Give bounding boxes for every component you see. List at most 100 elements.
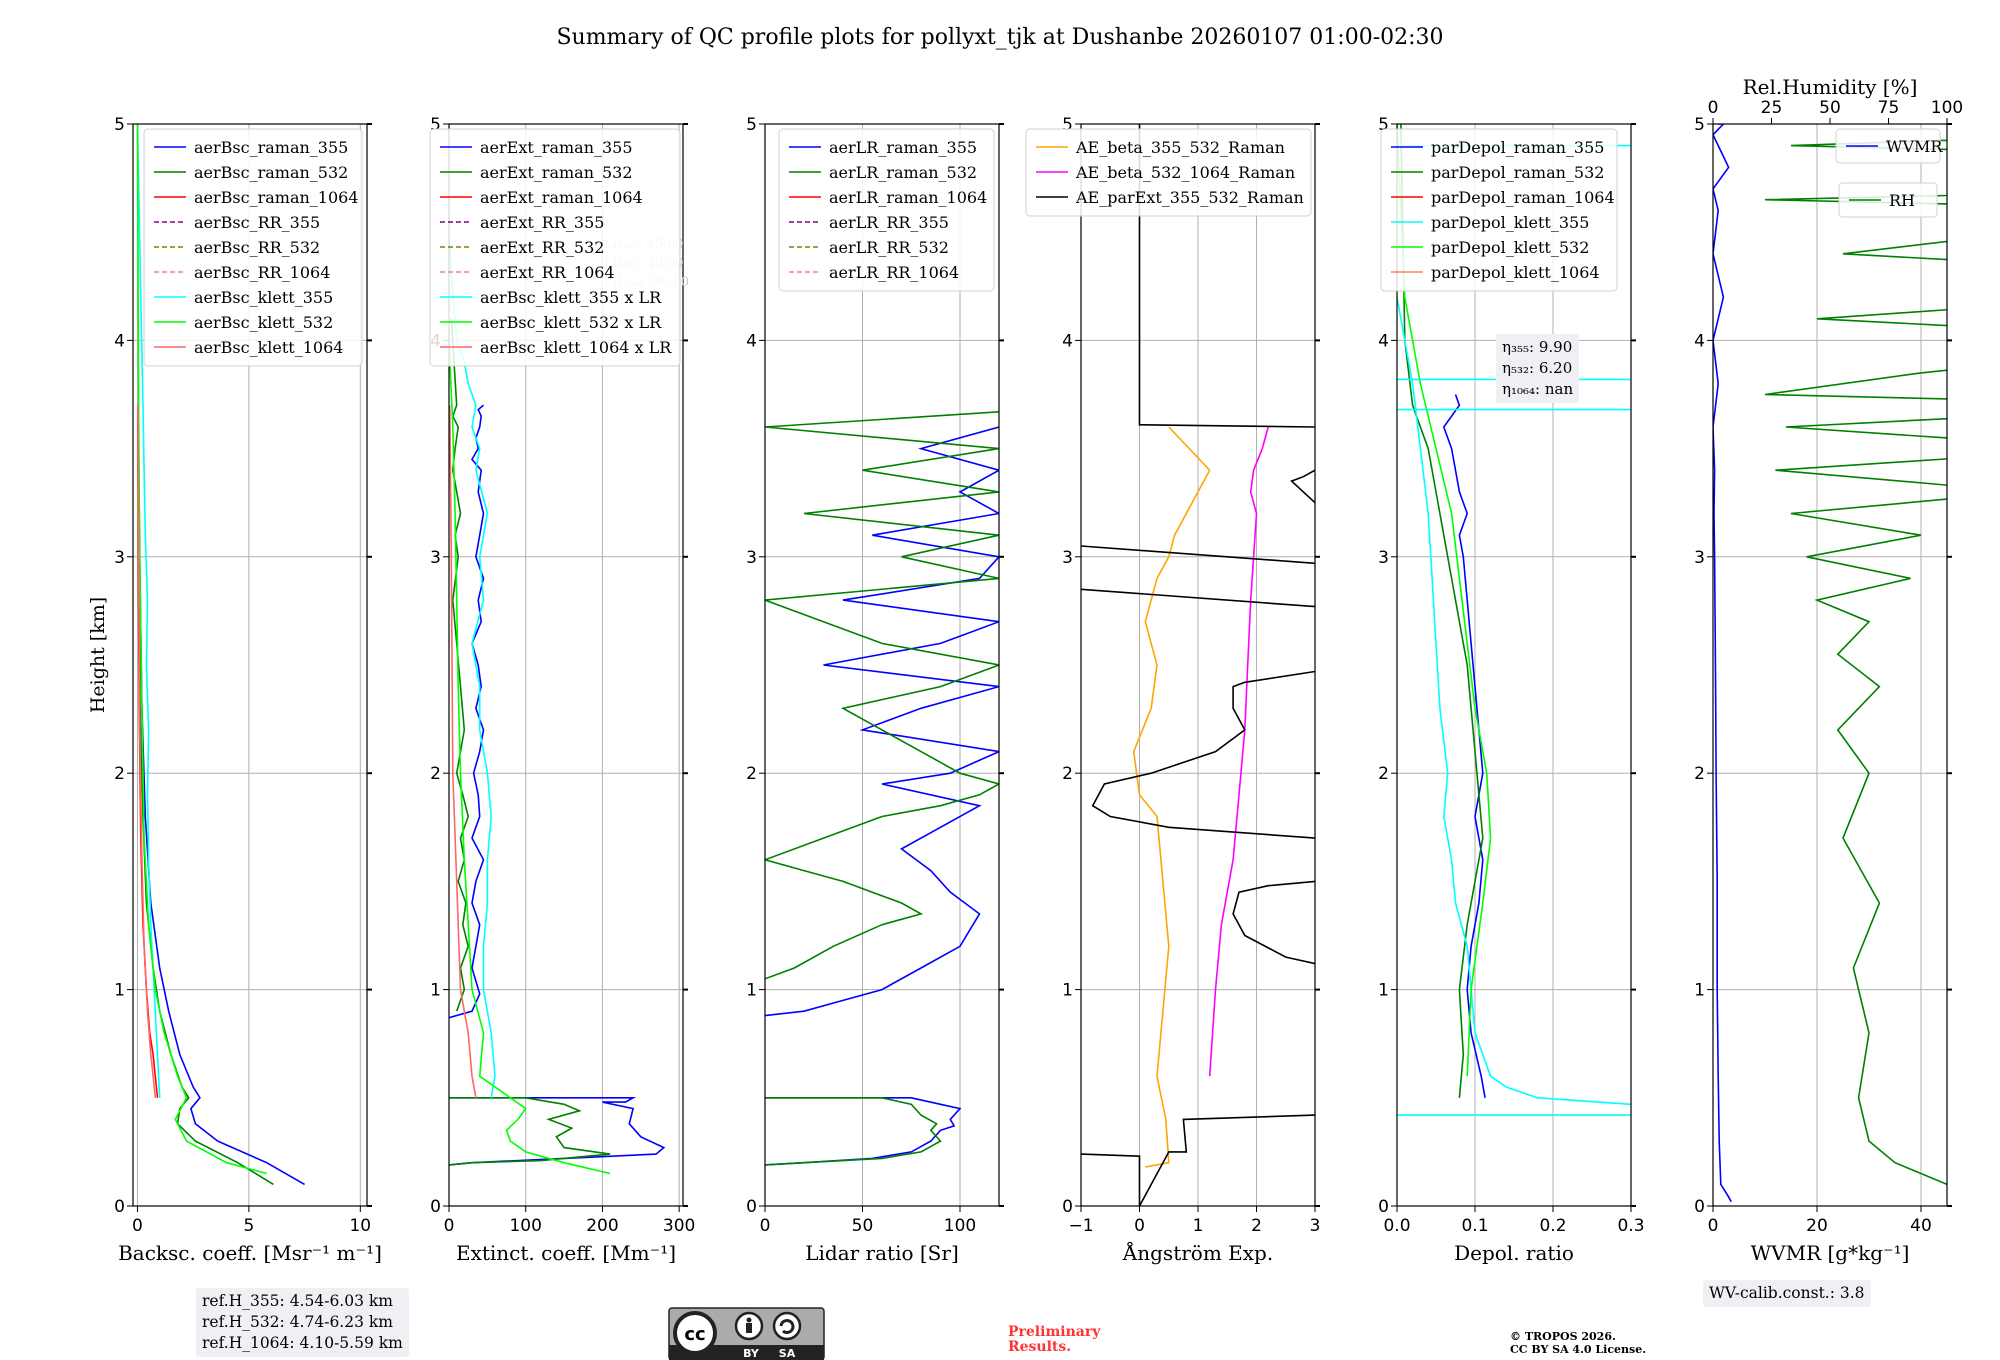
x-tick-label: 300 [663,1216,695,1236]
top-x-tick-label: 0 [1708,98,1719,118]
x-tick-label: 50 [852,1216,874,1236]
legend-label: aerExt_raman_1064 [480,188,643,207]
legend-label: AE_beta_532_1064_Raman [1075,163,1295,182]
series-aerbsc-klett-532-x-lr [449,340,611,1175]
series-ae-parext-355-532-raman-b [1232,880,1315,965]
wv-calib-box: WV-calib.const.: 3.8 [1703,1280,1871,1307]
y-tick-label: 3 [430,548,441,568]
y-tick-label: 1 [1062,981,1073,1001]
legend-rh: RH [1838,182,1938,218]
y-tick-label: 4 [114,331,125,351]
legend-label: aerExt_raman_355 [480,138,633,157]
eta-532: η₅₃₂: 6.20 [1502,359,1573,377]
x-axis-label: Lidar ratio [Sr] [805,1241,959,1265]
axes-frame [1396,123,1632,1207]
legend-label: parDepol_raman_355 [1431,138,1604,157]
series-group [136,124,305,1186]
legend-label: aerLR_raman_1064 [829,188,987,207]
series-ae-parext-355-532-raman-e [1081,545,1315,565]
x-axis-label: Ångström Exp. [1122,1240,1273,1265]
legend-label: parDepol_raman_1064 [1431,188,1615,207]
cc-sa-label: SA [779,1347,796,1360]
series-pardepol-klett-532 [1397,124,1492,1077]
y-tick-label: 2 [430,764,441,784]
axes-frame [448,123,684,1207]
wv-calib-const: WV-calib.const.: 3.8 [1709,1284,1865,1302]
series-aerlr-raman-532-upper [765,411,999,980]
series-aerext-raman-355-upper [449,404,485,1019]
x-axis-label: Backsc. coeff. [Msr⁻¹ m⁻¹] [118,1241,382,1265]
legend-label: aerBsc_klett_1064 [194,338,343,357]
cc-icon [673,1311,717,1355]
legend-label: aerBsc_klett_355 [194,288,333,307]
series-aerbsc-klett-1064-x-lr [449,405,477,1098]
series-ae-beta-355-532-raman [1132,426,1211,1168]
eta-355: η₃₅₅: 9.90 [1502,338,1573,356]
series-pardepol-raman-355 [1442,394,1486,1098]
y-tick-label: 5 [746,115,757,135]
series-aerlr-raman-355 [765,1097,962,1166]
x-tick-label: 0 [1708,1216,1719,1236]
series-pardepol-klett-355 [1397,296,1631,1106]
series-aerlr-raman-355-upper [765,426,999,1017]
y-tick-label: 3 [1378,548,1389,568]
x-tick-label: 0 [1134,1216,1145,1236]
y-tick-label: 0 [430,1197,441,1217]
x-tick-label: 100 [944,1216,976,1236]
svg-text:cc: cc [684,1324,705,1345]
series-aerbsc-raman-355 [137,405,305,1186]
y-tick-label: 1 [746,981,757,1001]
legend-wvmr: WVMR [1835,128,1943,164]
top-x-tick-label: 25 [1761,98,1783,118]
series-rh [1764,139,1947,1186]
x-tick-label: 0 [760,1216,771,1236]
legend: aerExt_raman_355 aerExt_raman_532 aerExt_r… [429,128,681,367]
series-ae-parext-355-532-raman-g [1138,124,1315,428]
x-tick-label: 0.3 [1617,1216,1644,1236]
series-aerlr-raman-532 [765,1097,942,1166]
y-tick-label: 0 [114,1197,125,1217]
top-x-axis-label: Rel.Humidity [%] [1743,75,1918,99]
legend-label: parDepol_klett_355 [1431,213,1589,232]
ref-height-1064: ref.H_1064: 4.10-5.59 km [202,1334,403,1352]
series-ae-parext-355-532-raman-d [1081,588,1315,608]
preliminary-note: Preliminary Results. [1008,1325,1100,1355]
x-tick-label: 10 [349,1216,371,1236]
series-group [1713,124,1947,1203]
y-tick-label: 5 [1062,115,1073,135]
figure-title: Summary of QC profile plots for pollyxt_… [556,25,1443,50]
series-ae-beta-532-1064-raman [1208,426,1269,1077]
x-tick-label: 100 [509,1216,541,1236]
y-tick-label: 4 [1694,331,1705,351]
x-tick-label: 0 [132,1216,143,1236]
y-tick-label: 0 [1062,1197,1073,1217]
y-tick-label: 1 [430,981,441,1001]
legend: aerBsc_raman_355 aerBsc_raman_532 aerBsc_r… [143,128,363,367]
axes-frame [1712,123,1948,1207]
series-ae-parext-355-532-raman [1081,1114,1315,1206]
copyright-line-2: CC BY SA 4.0 License. [1510,1343,1647,1356]
copyright-line-1: © TROPOS 2026. [1510,1330,1616,1343]
series-aerbsc-klett-355-x-lr [449,232,496,1098]
x-tick-label: −1 [1068,1216,1093,1236]
legend: AE_beta_355_532_Raman AE_beta_532_1064_Ra… [1025,128,1312,217]
legend-label: AE_beta_355_532_Raman [1075,138,1285,157]
legend: aerLR_raman_355 aerLR_raman_532 aerLR_rama… [778,128,995,292]
legend-label: parDepol_raman_532 [1431,163,1604,182]
legend-label: aerLR_raman_355 [829,138,977,157]
legend-label: AE_parExt_355_532_Raman [1075,188,1304,207]
series-pardepol-raman-532 [1400,124,1484,1098]
eta-box: η₃₅₅: 9.90 η₅₃₂: 6.20 η₁₀₆₄: nan [1496,334,1580,403]
legend-label: aerLR_RR_355 [829,213,949,232]
reference-height-box: ref.H_355: 4.54-6.03 km ref.H_532: 4.74-… [196,1288,409,1357]
series-ae-parext-355-532-raman-c [1091,670,1315,839]
series-aerext-raman-355 [449,1097,666,1166]
y-tick-label: 2 [1378,764,1389,784]
series-wvmr [1713,124,1732,1203]
y-tick-label: 2 [114,764,125,784]
legend-label: aerLR_RR_532 [829,238,949,257]
cc-by-label: BY [743,1347,760,1360]
x-tick-label: 200 [586,1216,618,1236]
y-tick-label: 5 [1694,115,1705,135]
